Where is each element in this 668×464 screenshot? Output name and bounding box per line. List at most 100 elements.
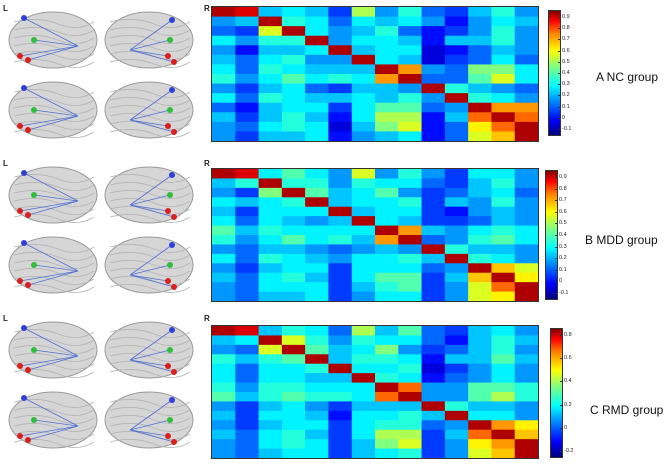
matrix-cell	[444, 401, 469, 412]
matrix-cell	[514, 344, 538, 355]
matrix-cell	[398, 206, 423, 217]
matrix-cell	[328, 206, 353, 217]
matrix-cell	[328, 429, 353, 440]
matrix-cell	[212, 272, 236, 283]
matrix-cell	[212, 178, 236, 189]
matrix-cell	[328, 363, 353, 374]
matrix-cell	[281, 93, 306, 104]
matrix-cell	[328, 54, 353, 65]
matrix-cell	[468, 272, 492, 283]
matrix-cell	[491, 335, 516, 346]
matrix-cell	[398, 282, 423, 293]
matrix-cell	[212, 429, 236, 440]
matrix-cell	[212, 291, 236, 301]
matrix-cell	[212, 335, 236, 346]
matrix-cell	[235, 410, 260, 421]
matrix-cell	[351, 45, 376, 56]
matrix-cell	[351, 291, 376, 301]
matrix-cell	[258, 187, 283, 198]
matrix-cell	[491, 439, 516, 450]
matrix-cell	[305, 244, 329, 255]
matrix-cell	[328, 263, 353, 274]
brain-view	[8, 391, 98, 449]
matrix-cell	[444, 420, 469, 431]
matrix-cell	[421, 112, 446, 123]
matrix-cell	[328, 382, 353, 393]
matrix-cell	[212, 363, 236, 374]
colorbar-ticks: 0.9 0.8 0.7 0.6 0.5 0.4 0.3 0.2 0.1 0 -0.1	[545, 170, 575, 298]
matrix-cell	[281, 401, 306, 412]
matrix-cell	[468, 282, 492, 293]
matrix-cell	[375, 206, 399, 217]
matrix-cell	[351, 272, 376, 283]
matrix-cell	[398, 401, 423, 412]
matrix-cell	[212, 83, 236, 94]
matrix-cell	[514, 93, 538, 104]
matrix-cell	[235, 197, 260, 208]
matrix-cell	[398, 7, 423, 18]
matrix-cell	[258, 102, 283, 113]
matrix-cell	[514, 439, 538, 450]
matrix-cell	[421, 206, 446, 217]
matrix-cell	[351, 102, 376, 113]
matrix-cell	[444, 272, 469, 283]
matrix-cell	[398, 420, 423, 431]
matrix-cell	[212, 102, 236, 113]
matrix-cell	[351, 244, 376, 255]
matrix-cell	[398, 344, 423, 355]
matrix-cell	[468, 45, 492, 56]
matrix-cell	[444, 216, 469, 227]
matrix-cell	[491, 344, 516, 355]
matrix-cell	[305, 7, 329, 18]
matrix-cell	[258, 121, 283, 132]
matrix-cell	[212, 169, 236, 179]
matrix-cell	[375, 74, 399, 85]
matrix-cell	[375, 93, 399, 104]
matrix-cell	[328, 253, 353, 264]
matrix-cell	[351, 225, 376, 236]
matrix-cell	[328, 93, 353, 104]
matrix-cell	[514, 392, 538, 402]
matrix-cell	[491, 197, 516, 208]
matrix-cell	[491, 448, 516, 458]
matrix-cell	[212, 392, 236, 402]
matrix-cell	[328, 26, 353, 37]
matrix-cell	[351, 439, 376, 450]
matrix-cell	[375, 169, 399, 179]
colorbar-tick: -0.2	[559, 448, 574, 454]
matrix-cell	[398, 216, 423, 227]
colorbar-tick: 0.1	[558, 103, 570, 110]
right-hemisphere-label: R	[204, 314, 210, 323]
matrix-cell	[281, 354, 306, 365]
matrix-cell	[398, 131, 423, 141]
matrix-cell	[421, 169, 446, 179]
matrix-cell	[421, 335, 446, 346]
matrix-cell	[258, 169, 283, 179]
matrix-cell	[421, 178, 446, 189]
brain-views	[8, 321, 194, 449]
matrix-cell	[351, 216, 376, 227]
matrix-cell	[212, 354, 236, 365]
matrix-cell	[375, 335, 399, 346]
matrix-cell	[375, 131, 399, 141]
matrix-cell	[491, 16, 516, 27]
matrix-cell	[212, 131, 236, 141]
matrix-cell	[235, 102, 260, 113]
matrix-cell	[375, 439, 399, 450]
brain-view	[8, 236, 98, 294]
matrix-cell	[328, 64, 353, 75]
matrix-cell	[328, 16, 353, 27]
matrix-cell	[444, 263, 469, 274]
matrix-cell	[468, 102, 492, 113]
matrix-cell	[514, 410, 538, 421]
colorbar-tick: 0.3	[555, 243, 567, 250]
matrix-cell	[491, 178, 516, 189]
matrix-cell	[398, 112, 423, 123]
matrix-cell	[281, 26, 306, 37]
matrix-cell	[468, 225, 492, 236]
matrix-cell	[468, 429, 492, 440]
matrix-cell	[444, 382, 469, 393]
matrix-cell	[281, 121, 306, 132]
matrix-cell	[421, 102, 446, 113]
matrix-cell	[514, 7, 538, 18]
